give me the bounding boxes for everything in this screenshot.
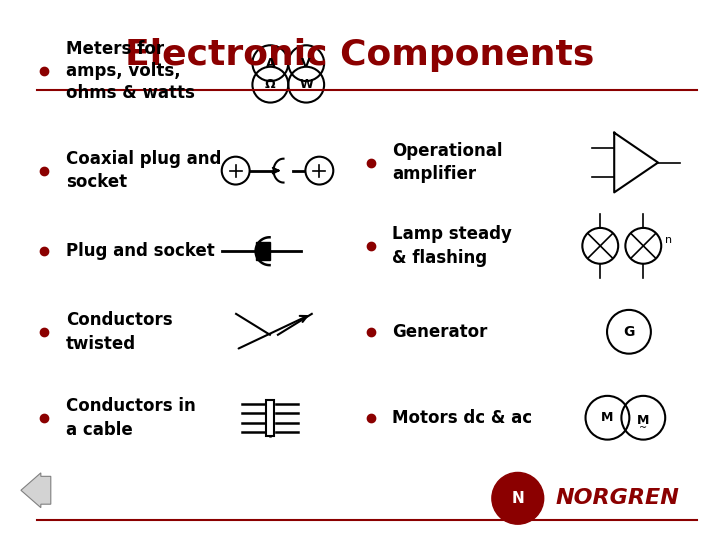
Text: M: M (601, 411, 613, 424)
Text: ~: ~ (639, 423, 647, 433)
FancyArrow shape (21, 473, 51, 508)
Text: Operational
amplifier: Operational amplifier (392, 142, 503, 184)
Bar (266, 400, 274, 436)
Text: V: V (302, 57, 311, 70)
Text: M: M (637, 414, 649, 427)
Text: n: n (665, 235, 672, 245)
Text: Motors dc & ac: Motors dc & ac (392, 409, 532, 427)
Text: Ω: Ω (265, 78, 276, 91)
Text: Lamp steady
& flashing: Lamp steady & flashing (392, 225, 512, 267)
Text: Electronic Components: Electronic Components (125, 38, 595, 72)
Text: A: A (266, 57, 275, 70)
Text: Plug and socket: Plug and socket (66, 242, 215, 260)
Circle shape (492, 472, 544, 524)
Text: Conductors in
a cable: Conductors in a cable (66, 397, 196, 438)
Bar (266, 400, 274, 436)
Text: Generator: Generator (392, 323, 487, 341)
Text: Conductors
twisted: Conductors twisted (66, 311, 173, 353)
Text: G: G (624, 325, 634, 339)
Text: Meters for
amps, volts,
ohms & watts: Meters for amps, volts, ohms & watts (66, 40, 195, 103)
Text: W: W (300, 78, 313, 91)
Text: Coaxial plug and
socket: Coaxial plug and socket (66, 150, 221, 191)
Circle shape (305, 157, 333, 185)
Circle shape (222, 157, 250, 185)
Text: NORGREN: NORGREN (555, 488, 679, 508)
Text: N: N (511, 491, 524, 506)
Bar (256, 242, 269, 260)
